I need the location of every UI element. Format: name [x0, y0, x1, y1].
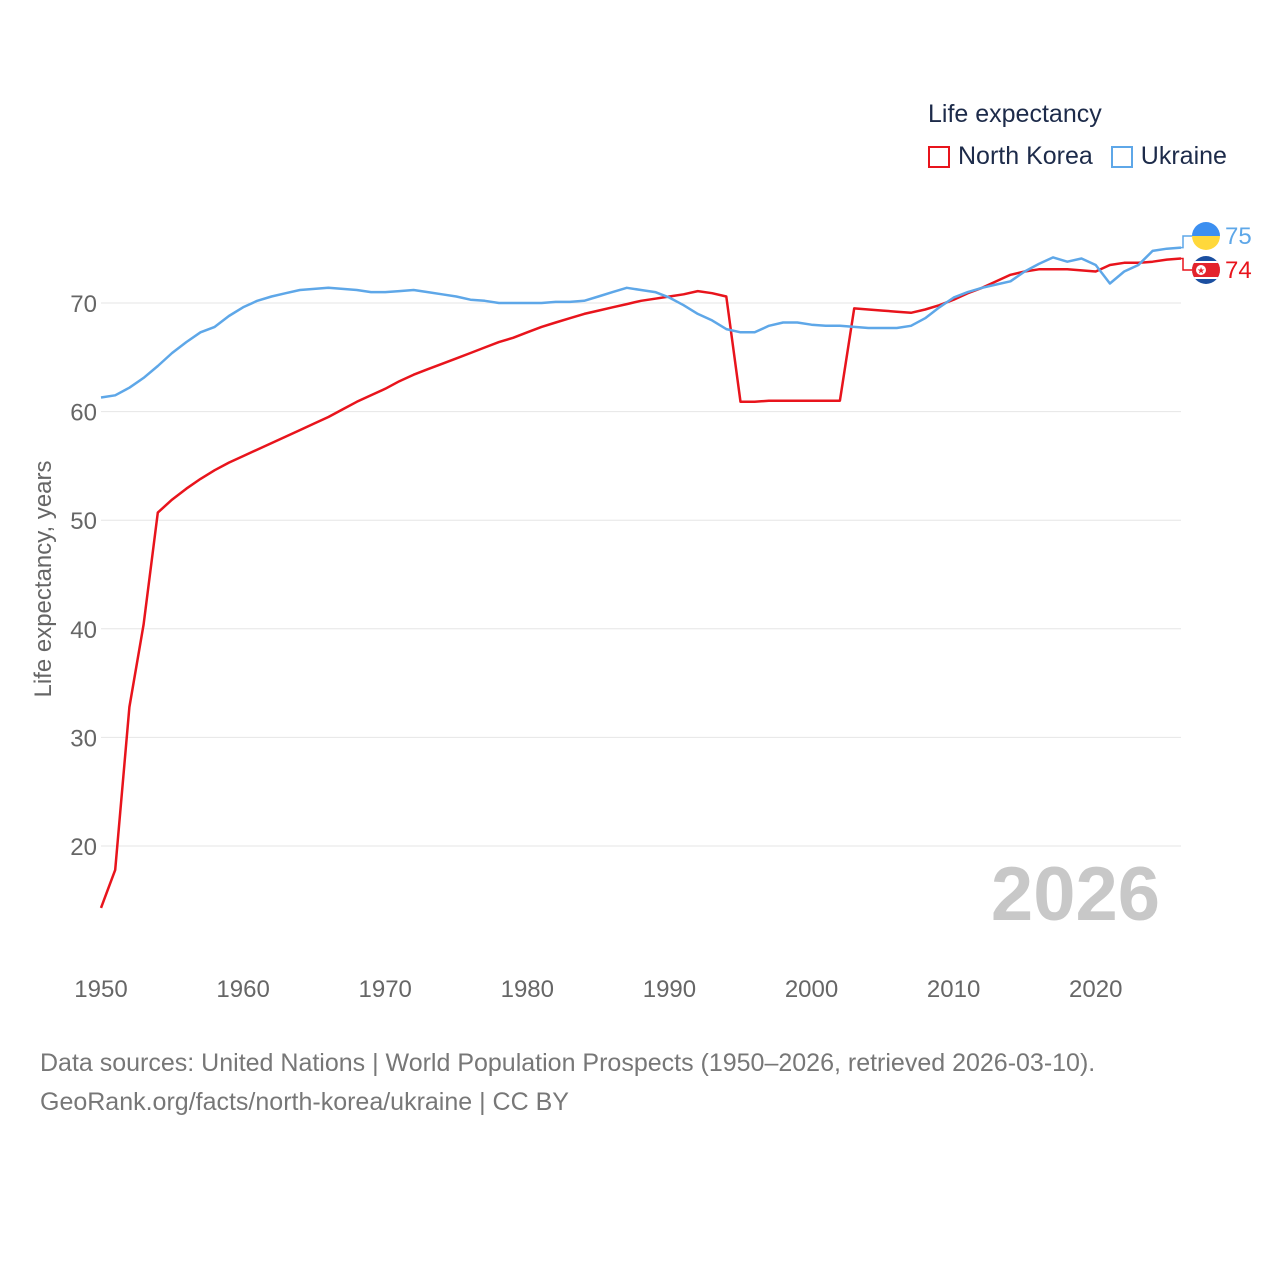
y-axis-label: Life expectancy, years [30, 460, 57, 697]
north-korea-flag-icon: ★ [1192, 256, 1220, 284]
x-axis-ticks: 1950 1960 1970 1980 1990 2000 2010 2020 [74, 976, 1122, 1003]
y-tick-label: 20 [70, 834, 97, 861]
y-tick-label: 50 [70, 508, 97, 535]
legend-title: Life expectancy [928, 100, 1102, 128]
y-tick-label: 60 [70, 400, 97, 427]
connector-ukraine [1181, 235, 1193, 249]
end-markers: 75 ★ 74 [1181, 222, 1252, 284]
x-tick-label: 2010 [927, 976, 980, 1003]
source-note: Data sources: United Nations | World Pop… [40, 1044, 1095, 1122]
legend-item-north-korea[interactable]: North Korea [928, 142, 1093, 171]
year-watermark: 2026 [991, 852, 1160, 937]
y-tick-label: 40 [70, 617, 97, 644]
legend-label-north-korea: North Korea [958, 142, 1093, 170]
svg-text:★: ★ [1197, 267, 1205, 277]
legend-item-ukraine[interactable]: Ukraine [1110, 142, 1227, 171]
x-tick-label: 1960 [216, 976, 269, 1003]
legend-label-ukraine: Ukraine [1140, 142, 1227, 170]
source-line-2: GeoRank.org/facts/north-korea/ukraine | … [40, 1088, 569, 1116]
y-axis-ticks: 20 30 40 50 60 70 [70, 291, 97, 861]
x-tick-label: 2020 [1069, 976, 1122, 1003]
end-label-north-korea: 74 [1225, 257, 1252, 284]
y-tick-label: 70 [70, 291, 97, 318]
x-tick-label: 1990 [643, 976, 696, 1003]
series-lines [99, 246, 1182, 909]
series-line-ukraine[interactable] [100, 246, 1182, 399]
grid-lines [101, 302, 1181, 847]
connector-north-korea [1181, 257, 1193, 271]
x-tick-label: 1950 [74, 976, 127, 1003]
legend-swatch-ukraine [1110, 145, 1133, 168]
end-label-ukraine: 75 [1225, 223, 1252, 250]
ukraine-flag-icon [1192, 222, 1220, 250]
series-line-north-korea[interactable] [99, 257, 1182, 909]
x-tick-label: 1980 [501, 976, 554, 1003]
y-tick-label: 30 [70, 725, 97, 752]
source-line-1: Data sources: United Nations | World Pop… [40, 1049, 1096, 1077]
x-tick-label: 2000 [785, 976, 838, 1003]
legend: North Korea Ukraine [928, 142, 1245, 171]
legend-swatch-north-korea [928, 145, 950, 168]
x-tick-label: 1970 [359, 976, 412, 1003]
